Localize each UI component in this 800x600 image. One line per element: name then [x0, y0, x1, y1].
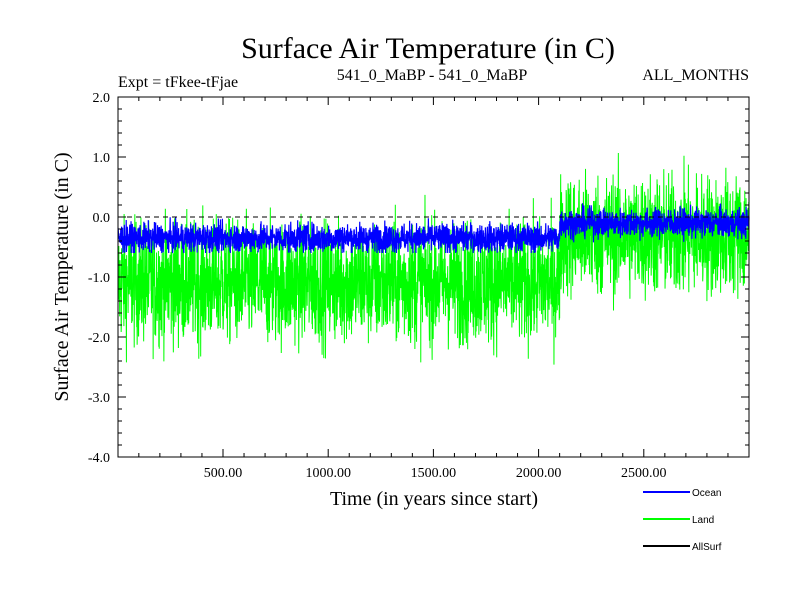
chart-title: Surface Air Temperature (in C): [241, 32, 615, 65]
y-tick-label: -4.0: [88, 451, 110, 466]
y-tick-label: -3.0: [88, 391, 110, 406]
legend-label-land: Land: [692, 515, 714, 526]
tick-labels-layer: 500.00 1000.00 1500.00 2000.00 2500.00 -4.0 -3…: [88, 91, 667, 481]
y-tick-label: 0.0: [93, 211, 111, 226]
x-tick-label: 2500.00: [621, 466, 667, 481]
x-tick-label: 1500.00: [411, 466, 457, 481]
y-tick-label: 2.0: [93, 91, 111, 106]
x-tick-label: 500.00: [204, 466, 243, 481]
chart-subtitle-center: 541_0_MaBP - 541_0_MaBP: [337, 67, 528, 84]
chart-subtitle-left: Expt = tFkee-tFjae: [118, 74, 238, 91]
y-tick-label: -2.0: [88, 331, 110, 346]
y-tick-label: -1.0: [88, 271, 110, 286]
x-tick-label: 1000.00: [305, 466, 351, 481]
ticks-layer: [118, 96, 749, 458]
series-ocean-line: [117, 203, 750, 254]
legend: Ocean Land AllSurf: [643, 488, 722, 553]
legend-label-ocean: Ocean: [692, 488, 721, 499]
y-axis-label: Surface Air Temperature (in C): [51, 152, 73, 401]
y-tick-label: 1.0: [93, 151, 111, 166]
series-layer: [117, 152, 750, 365]
legend-label-allsurf: AllSurf: [692, 542, 722, 553]
chart-subtitle-right: ALL_MONTHS: [642, 67, 749, 84]
series-land-line: [117, 152, 750, 365]
x-tick-label: 2000.00: [516, 466, 562, 481]
x-axis-label: Time (in years since start): [330, 488, 538, 510]
